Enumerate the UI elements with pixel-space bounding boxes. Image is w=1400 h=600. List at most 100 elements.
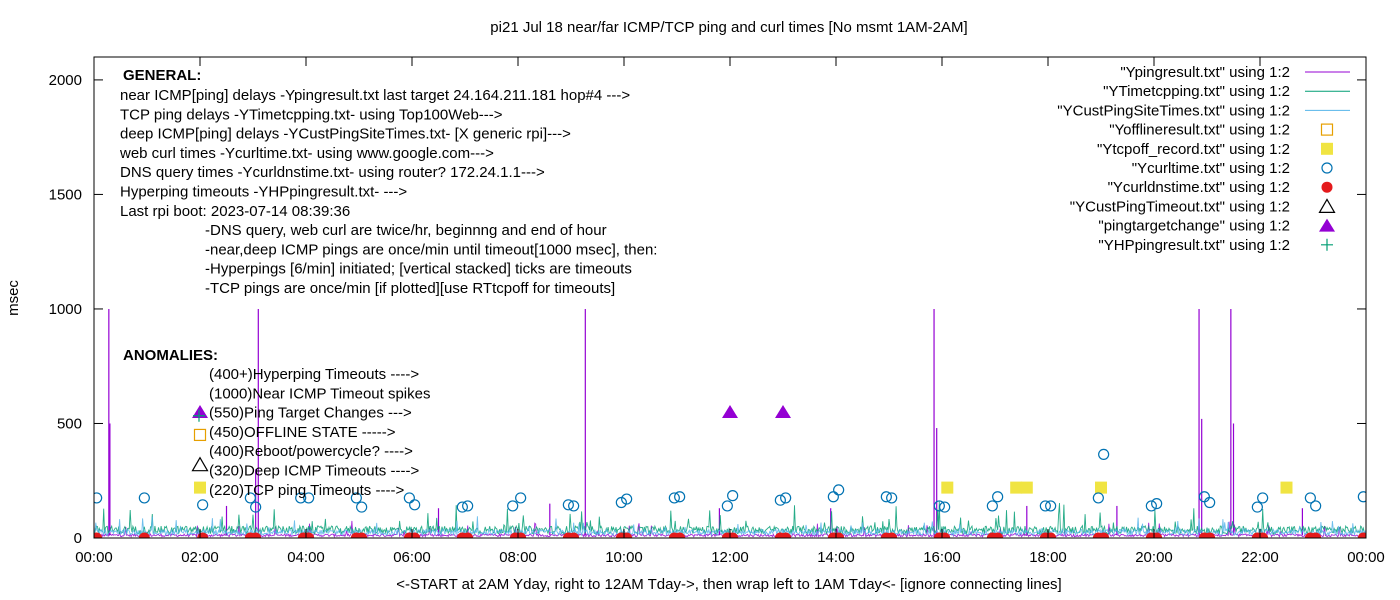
legend-label-7: "YCustPingTimeout.txt" using 1:2: [1070, 198, 1290, 215]
legend: "Ypingresult.txt" using 1:2 "YTimetcpping…: [1057, 64, 1350, 254]
series-6-point-45: [1357, 532, 1366, 538]
series-5-point-18: [621, 493, 633, 505]
series-6-point-12: [462, 532, 474, 538]
series-5: [94, 448, 1366, 513]
series-6-point-4: [250, 532, 262, 538]
series-5-point-40: [1204, 496, 1216, 509]
series-5-point-26: [833, 484, 845, 496]
series-0: [94, 308, 1366, 538]
legend-label-6: "Ycurldnstime.txt" using 1:2: [1108, 179, 1290, 196]
anomaly-extra-marker-0: [193, 409, 205, 422]
series-4: [941, 481, 1293, 494]
series-4-point-1: [1010, 481, 1023, 494]
series-5-point-15: [562, 499, 574, 511]
x-tick-label-11: 22:00: [1241, 549, 1279, 566]
anomaly-marker-3: [193, 428, 207, 442]
x-tick-label-7: 14:00: [817, 549, 855, 566]
series-5-point-21: [721, 500, 733, 512]
series-5-point-27: [880, 491, 892, 503]
series-5-point-12: [462, 500, 474, 512]
series-5-point-33: [1039, 500, 1051, 512]
series-5-point-16: [568, 500, 580, 512]
series-5-point-8: [356, 501, 368, 513]
series-4-point-2: [1020, 481, 1033, 494]
anomaly-line-5: (320)Deep ICMP Timeouts ---->: [209, 463, 419, 480]
series-5-point-1: [138, 492, 150, 504]
legend-label-4: "Ytcpoff_record.txt" using 1:2: [1097, 141, 1290, 158]
legend-label-1: "YTimetcpping.txt" using 1:2: [1103, 83, 1290, 100]
general-note-0: -DNS query, web curl are twice/hr, begin…: [205, 222, 607, 239]
x-tick-label-0: 00:00: [75, 549, 113, 566]
general-line-0: near ICMP[ping] delays -Ypingresult.txt …: [120, 87, 630, 104]
x-tick-label-12: 00:00: [1347, 549, 1385, 566]
series-6-point-44: [1310, 532, 1322, 538]
series-5-point-25: [827, 491, 839, 503]
series-6-point-20: [674, 532, 686, 538]
general-line-3: web curl times -Ycurltime.txt- using www…: [119, 145, 494, 162]
series-5-point-43: [1304, 492, 1316, 504]
series-5-point-14: [515, 492, 527, 504]
x-tick-label-4: 08:00: [499, 549, 537, 566]
y-tick-label-4: 2000: [49, 72, 82, 89]
series-5-point-5: [295, 492, 307, 504]
x-tick-label-6: 12:00: [711, 549, 749, 566]
series-5-point-31: [986, 500, 998, 512]
x-tick-label-1: 02:00: [181, 549, 219, 566]
series-5-point-28: [886, 492, 898, 504]
series-5-point-29: [933, 500, 945, 512]
series-5-point-35: [1092, 492, 1104, 504]
series-6-point-24: [780, 532, 792, 538]
anomalies-heading: ANOMALIES:: [123, 347, 218, 364]
legend-swatch-4: [1321, 142, 1333, 155]
general-line-4: DNS query times -Ycurldnstime.txt- using…: [120, 164, 545, 181]
anomaly-line-4: (400)Reboot/powercycle? ---->: [209, 443, 413, 460]
series-4-point-0: [941, 481, 954, 494]
series-5-point-41: [1251, 501, 1263, 513]
y-tick-label-0: 0: [74, 530, 82, 547]
series-6-point-0: [94, 532, 103, 538]
series-6-point-32: [992, 532, 1004, 538]
y-tick-label-2: 1000: [49, 301, 82, 318]
anomaly-line-6: (220)TCP ping Timeouts ---->: [209, 482, 404, 499]
legend-label-3: "Yofflineresult.txt" using 1:2: [1109, 122, 1290, 139]
x-tick-label-3: 06:00: [393, 549, 431, 566]
legend-label-5: "Ycurltime.txt" using 1:2: [1132, 160, 1290, 177]
series-5-point-44: [1310, 500, 1322, 512]
general-note-1: -near,deep ICMP pings are once/min until…: [205, 241, 657, 258]
x-tick-label-8: 16:00: [923, 549, 961, 566]
anomaly-line-2: (550)Ping Target Changes --->: [209, 405, 412, 422]
series-5-point-24: [780, 492, 792, 504]
general-line-5: Hyperping timeouts -YHPpingresult.txt- -…: [120, 184, 407, 201]
x-tick-label-5: 10:00: [605, 549, 643, 566]
series-5-point-2: [197, 499, 209, 511]
x-axis-label: <-START at 2AM Yday, right to 12AM Tday-…: [396, 576, 1061, 593]
series-5-point-4: [250, 501, 262, 513]
annotations: GENERAL: near ICMP[ping] delays -Ypingres…: [119, 67, 657, 499]
anomaly-marker-2: [192, 405, 208, 419]
general-line-1: TCP ping delays -YTimetcpping.txt- using…: [120, 106, 503, 123]
anomaly-line-1: (1000)Near ICMP Timeout spikes: [209, 385, 430, 402]
series-5-point-23: [774, 494, 786, 506]
legend-swatch-9: [1321, 238, 1333, 251]
series-5-point-34: [1045, 500, 1057, 512]
series-4-point-4: [1280, 481, 1293, 494]
series-4-point-3: [1095, 481, 1107, 494]
series-5-point-38: [1151, 498, 1163, 510]
series-5-point-42: [1257, 492, 1269, 504]
series-5-point-7: [350, 492, 362, 504]
x-tick-label-9: 18:00: [1029, 549, 1067, 566]
series-5-point-20: [674, 491, 686, 503]
series-8-point-1: [775, 405, 791, 419]
series-5-point-3: [244, 492, 256, 504]
general-line-6: Last rpi boot: 2023-07-14 08:39:36: [120, 203, 350, 220]
legend-label-8: "pingtargetchange" using 1:2: [1098, 218, 1290, 235]
series-6-point-28: [886, 532, 898, 538]
chart-title: pi21 Jul 18 near/far ICMP/TCP ping and c…: [490, 19, 967, 36]
legend-swatch-3: [1320, 123, 1334, 136]
legend-label-0: "Ypingresult.txt" using 1:2: [1120, 64, 1290, 81]
x-tick-label-2: 04:00: [287, 549, 325, 566]
y-axis-label: msec: [5, 280, 22, 316]
axes: 0 500 1000 1500 2000 00:00 02:00 04:00 06:00 08:0…: [49, 57, 1385, 566]
series-6-point-36: [1098, 532, 1110, 538]
